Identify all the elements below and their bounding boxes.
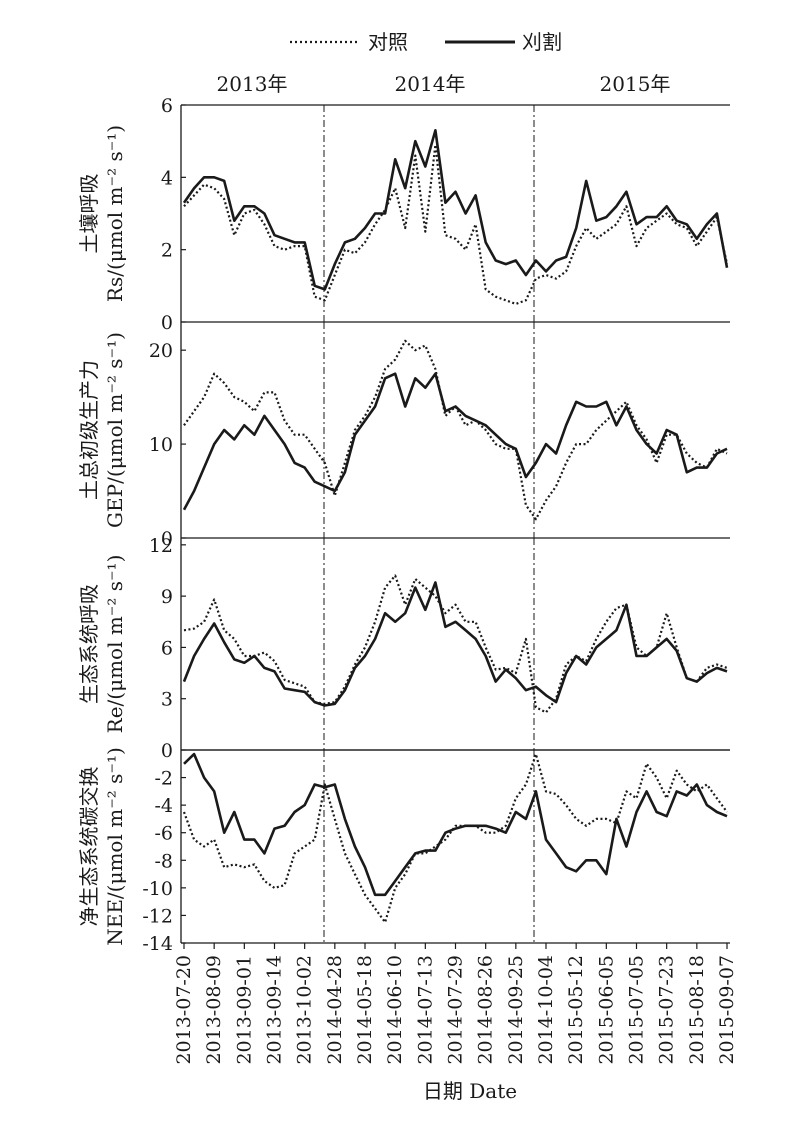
y-axis-title: Re/(μmol m⁻² s⁻¹) [103, 555, 127, 734]
y-tick-label: 6 [161, 637, 173, 659]
x-tick-label: 2013-09-01 [233, 955, 255, 1065]
x-tick-label: 2015-05-12 [565, 955, 587, 1065]
y-tick-label: 3 [161, 689, 173, 711]
y-tick-label: 12 [149, 535, 173, 557]
y-tick-label: -6 [154, 823, 173, 845]
series-line-mowing [183, 752, 728, 897]
series-line-mowing [182, 581, 728, 707]
series-line-control [183, 143, 729, 305]
y-tick-label: 0 [161, 740, 173, 762]
year-label-2015: 2015年 [600, 72, 671, 96]
x-tick-label: 2014-07-29 [445, 955, 467, 1065]
y-tick-label: 0 [161, 528, 173, 550]
y-axis-title-cn: 生态系统呼吸 [77, 584, 101, 704]
y-axis-title-cn: 土总初级生产力 [77, 360, 101, 500]
panel-re: 3 6 9 12 生态系统呼吸 Re/(μmol m⁻² s⁻¹) [77, 535, 730, 751]
x-tick-label: 2013-08-09 [203, 955, 225, 1065]
series-line-control [182, 752, 728, 924]
panels: 0 2 4 6 土壤呼吸 Rs/(μmol m⁻² s⁻¹) 0 10 20 土总初级生产力 GEP… [77, 95, 730, 955]
y-tick-label: 6 [161, 95, 173, 117]
y-axis-title-cn: 土壤呼吸 [77, 174, 101, 254]
panel-nee: 0 -2 -4 -6 -8 -10 -12 -14 净生态系统碳交换 NEE/(μmol m⁻² … [77, 740, 730, 955]
x-tick-label: 2013-07-20 [173, 955, 195, 1065]
series-line-control [183, 574, 728, 714]
series-line-mowing [182, 372, 728, 511]
x-tick-label: 2013-09-14 [264, 955, 286, 1065]
year-label-2014: 2014年 [395, 72, 466, 96]
x-tick-label: 2014-06-10 [384, 955, 406, 1065]
legend: 对照 刈割 [290, 30, 562, 54]
y-axis-title-cn: 净生态系统碳交换 [77, 767, 101, 927]
series-line-control [183, 339, 728, 521]
x-tick-label: 2014-09-25 [505, 955, 527, 1065]
x-tick-label: 2015-07-05 [626, 955, 648, 1065]
legend-label-mowing: 刈割 [522, 30, 562, 54]
y-tick-label: 2 [161, 240, 173, 262]
x-tick-label: 2013-10-02 [294, 955, 316, 1065]
y-axis-title: NEE/(μmol m⁻² s⁻¹) [103, 747, 127, 946]
x-tick-label: 2014-08-26 [475, 955, 497, 1065]
y-tick-label: -14 [142, 933, 173, 955]
x-tick-label: 2014-07-13 [414, 955, 436, 1065]
y-tick-label: 4 [161, 167, 173, 189]
x-tick-label: 2014-05-18 [354, 955, 376, 1065]
x-axis-label: 日期 Date [423, 1079, 517, 1103]
y-tick-label: -10 [142, 878, 173, 900]
y-tick-label: -4 [154, 795, 173, 817]
y-tick-label: 20 [149, 340, 173, 362]
y-tick-label: -8 [154, 850, 173, 872]
series-line-mowing [182, 129, 729, 291]
x-tick-label: 2014-04-28 [324, 955, 346, 1065]
y-tick-label: 9 [161, 586, 173, 608]
y-tick-label: -12 [142, 905, 173, 927]
legend-label-control: 对照 [368, 30, 408, 54]
y-tick-label: 10 [149, 434, 173, 456]
x-axis-ticks: 2013-07-20 2013-08-09 2013-09-01 2013-09-14… [173, 943, 738, 1065]
y-tick-label: -2 [154, 768, 173, 790]
x-tick-label: 2015-06-05 [595, 955, 617, 1065]
panel-gep: 0 10 20 土总初级生产力 GEP/(μmol m⁻² s⁻¹) [77, 322, 730, 550]
y-tick-label: 0 [161, 312, 173, 334]
x-tick-label: 2014-10-04 [535, 955, 557, 1065]
x-tick-label: 2015-09-07 [716, 955, 738, 1065]
x-tick-label: 2015-07-23 [656, 955, 678, 1065]
y-axis-title: Rs/(μmol m⁻² s⁻¹) [103, 125, 127, 302]
x-tick-label: 2015-08-18 [686, 955, 708, 1065]
panel-rs: 0 2 4 6 土壤呼吸 Rs/(μmol m⁻² s⁻¹) [77, 95, 730, 334]
y-axis-title: GEP/(μmol m⁻² s⁻¹) [103, 332, 127, 528]
year-label-2013: 2013年 [217, 72, 288, 96]
